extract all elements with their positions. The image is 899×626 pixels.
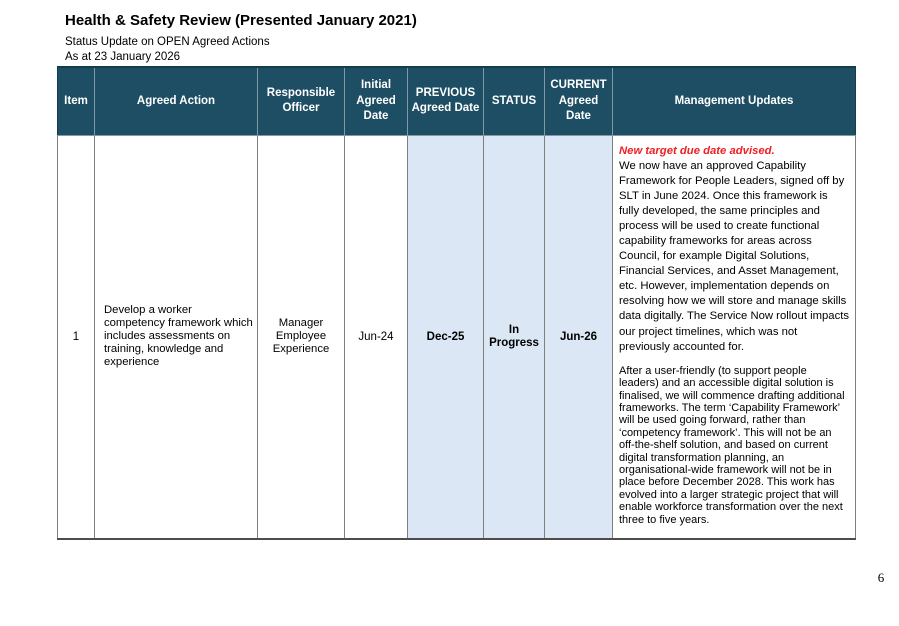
agreed-actions-table: Item Agreed Action Responsible Officer I… <box>57 66 856 540</box>
cell-current-agreed-date: Jun-26 <box>544 134 613 540</box>
col-header-previous-agreed-date: PREVIOUS Agreed Date <box>407 66 484 136</box>
cell-responsible-officer: Manager Employee Experience <box>257 134 345 540</box>
cell-agreed-action: Develop a worker competency framework wh… <box>94 134 258 540</box>
page-subtitle-date: As at 23 January 2026 <box>65 51 181 63</box>
col-header-responsible-officer: Responsible Officer <box>257 66 345 136</box>
cell-item-number: 1 <box>57 134 95 540</box>
cell-initial-agreed-date: Jun-24 <box>344 134 408 540</box>
col-header-current-agreed-date: CURRENT Agreed Date <box>544 66 613 136</box>
table-row: 1 Develop a worker competency framework … <box>57 134 856 540</box>
alert-new-target-date: New target due date advised. <box>619 144 775 157</box>
table-header-row: Item Agreed Action Responsible Officer I… <box>57 66 856 136</box>
management-update-paragraph-1: We now have an approved Capability Frame… <box>619 159 850 353</box>
cell-previous-agreed-date: Dec-25 <box>407 134 484 540</box>
cell-management-updates: New target due date advised. We now have… <box>612 134 856 540</box>
col-header-item: Item <box>57 66 95 136</box>
cell-status: In Progress <box>483 134 545 540</box>
col-header-initial-agreed-date: Initial Agreed Date <box>344 66 408 136</box>
col-header-agreed-action: Agreed Action <box>94 66 258 136</box>
col-header-status: STATUS <box>483 66 545 136</box>
page-subtitle-status: Status Update on OPEN Agreed Actions <box>65 36 270 48</box>
page-title: Health & Safety Review (Presented Januar… <box>65 12 417 29</box>
page-number: 6 <box>877 570 885 585</box>
management-update-paragraph-2: After a user-friendly (to support people… <box>619 364 845 526</box>
col-header-management-updates: Management Updates <box>612 66 856 136</box>
